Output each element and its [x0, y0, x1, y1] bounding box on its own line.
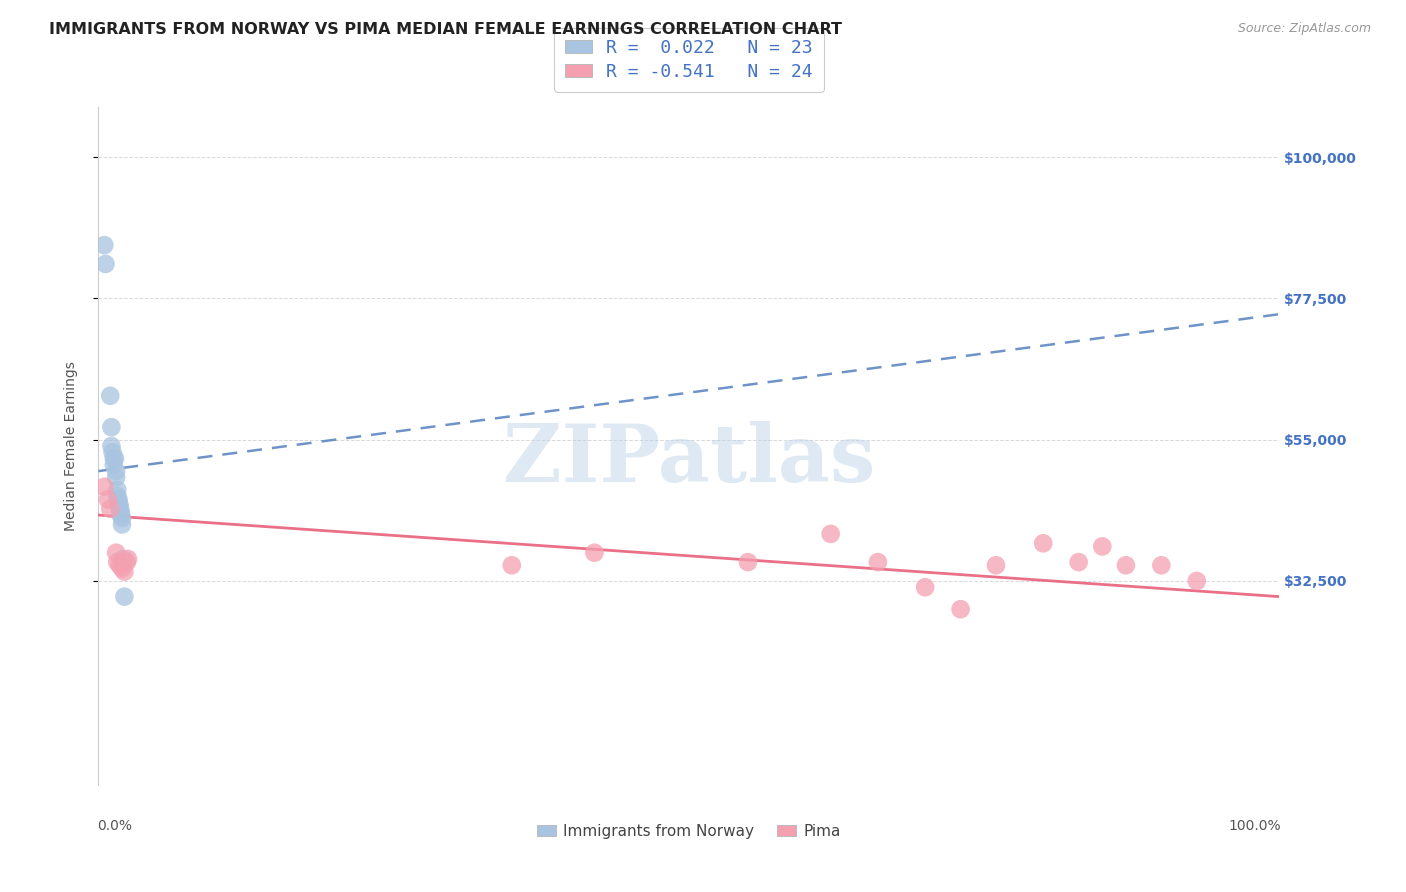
Point: [100, 439, 122, 453]
Point: [105, 483, 128, 497]
Point: [1150, 558, 1173, 573]
Text: 0.0%: 0.0%: [97, 819, 132, 833]
Point: [1032, 536, 1054, 550]
Point: [105, 489, 128, 503]
Point: [583, 546, 606, 560]
Point: [501, 558, 523, 573]
Legend: Immigrants from Norway, Pima: Immigrants from Norway, Pima: [531, 818, 846, 845]
Point: [98, 501, 121, 516]
Point: [103, 458, 125, 472]
Point: [820, 527, 842, 541]
Point: [107, 492, 129, 507]
Point: [1067, 555, 1090, 569]
Point: [112, 590, 135, 604]
Point: [108, 499, 131, 513]
Point: [1091, 540, 1114, 554]
Point: [111, 511, 134, 525]
Point: [949, 602, 972, 616]
Text: IMMIGRANTS FROM NORWAY VS PIMA MEDIAN FEMALE EARNINGS CORRELATION CHART: IMMIGRANTS FROM NORWAY VS PIMA MEDIAN FE…: [49, 22, 842, 37]
Y-axis label: Median Female Earnings: Median Female Earnings: [63, 361, 77, 531]
Point: [112, 552, 135, 566]
Point: [117, 552, 139, 566]
Point: [108, 501, 131, 516]
Point: [105, 464, 128, 478]
Point: [737, 555, 759, 569]
Point: [94, 257, 117, 271]
Point: [111, 517, 134, 532]
Point: [1115, 558, 1137, 573]
Point: [105, 546, 128, 560]
Point: [93, 238, 115, 252]
Point: [111, 561, 134, 575]
Point: [97, 492, 120, 507]
Point: [866, 555, 889, 569]
Point: [105, 555, 128, 569]
Text: Source: ZipAtlas.com: Source: ZipAtlas.com: [1237, 22, 1371, 36]
Point: [914, 580, 936, 594]
Point: [103, 451, 125, 466]
Point: [108, 558, 131, 573]
Point: [984, 558, 1007, 573]
Point: [104, 451, 127, 466]
Point: [110, 508, 132, 522]
Point: [107, 495, 129, 509]
Point: [115, 555, 138, 569]
Point: [98, 389, 121, 403]
Point: [100, 420, 122, 434]
Text: 100.0%: 100.0%: [1227, 819, 1281, 833]
Point: [110, 505, 132, 519]
Point: [112, 565, 135, 579]
Point: [93, 480, 115, 494]
Point: [101, 445, 124, 459]
Text: ZIPatlas: ZIPatlas: [503, 420, 875, 499]
Point: [1185, 574, 1208, 588]
Point: [105, 470, 128, 484]
